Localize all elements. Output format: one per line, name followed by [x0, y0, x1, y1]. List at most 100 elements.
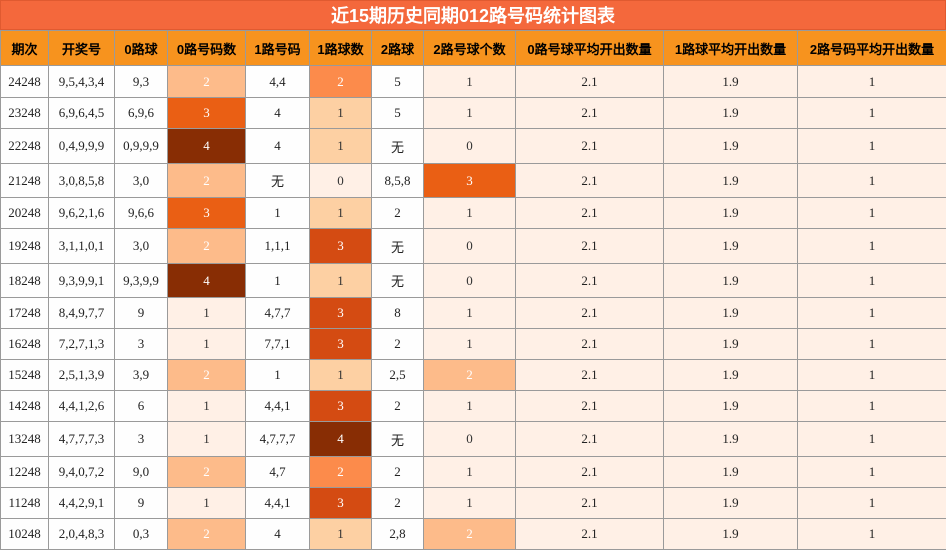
avg0-cell: 2.1: [516, 488, 664, 519]
period-cell: 22248: [1, 129, 49, 164]
draw-cell: 3,1,1,0,1: [49, 229, 115, 264]
r0-balls-cell: 3: [115, 329, 168, 360]
r1-count-cell: 1: [310, 198, 372, 229]
r2-balls-cell: 8: [372, 298, 424, 329]
r2-count-cell: 3: [424, 164, 516, 198]
r0-count-cell: 2: [168, 66, 246, 98]
header-avg2: 2路号码平均开出数量: [798, 31, 946, 66]
avg1-cell: 1.9: [664, 198, 798, 229]
r0-balls-cell: 3,0: [115, 229, 168, 264]
period-cell: 18248: [1, 264, 49, 298]
r1-balls-cell: 4,7,7: [246, 298, 310, 329]
r2-balls-cell: 无: [372, 229, 424, 264]
r2-balls-cell: 2,5: [372, 360, 424, 391]
r0-count-cell: 1: [168, 488, 246, 519]
r2-count-cell: 1: [424, 198, 516, 229]
r1-count-cell: 3: [310, 229, 372, 264]
header-r2-balls: 2路球: [372, 31, 424, 66]
r1-balls-cell: 4: [246, 519, 310, 550]
r1-balls-cell: 1: [246, 264, 310, 298]
r2-balls-cell: 2,8: [372, 519, 424, 550]
draw-cell: 2,5,1,3,9: [49, 360, 115, 391]
avg1-cell: 1.9: [664, 457, 798, 488]
period-cell: 20248: [1, 198, 49, 229]
r2-count-cell: 1: [424, 488, 516, 519]
avg2-cell: 1: [798, 519, 946, 550]
r0-balls-cell: 6: [115, 391, 168, 422]
r2-balls-cell: 无: [372, 129, 424, 164]
avg0-cell: 2.1: [516, 98, 664, 129]
r1-count-cell: 1: [310, 519, 372, 550]
period-cell: 24248: [1, 66, 49, 98]
avg0-cell: 2.1: [516, 129, 664, 164]
r0-balls-cell: 0,3: [115, 519, 168, 550]
draw-cell: 4,4,2,9,1: [49, 488, 115, 519]
r2-balls-cell: 2: [372, 488, 424, 519]
r1-count-cell: 4: [310, 422, 372, 457]
r0-count-cell: 1: [168, 422, 246, 457]
r2-balls-cell: 2: [372, 391, 424, 422]
r2-balls-cell: 2: [372, 457, 424, 488]
r0-balls-cell: 9,3: [115, 66, 168, 98]
r1-count-cell: 1: [310, 98, 372, 129]
r2-balls-cell: 8,5,8: [372, 164, 424, 198]
r0-balls-cell: 9,6,6: [115, 198, 168, 229]
avg2-cell: 1: [798, 360, 946, 391]
page-title: 近15期历史同期012路号码统计图表: [0, 0, 946, 30]
r1-count-cell: 3: [310, 488, 372, 519]
r1-count-cell: 2: [310, 66, 372, 98]
draw-cell: 4,4,1,2,6: [49, 391, 115, 422]
avg0-cell: 2.1: [516, 229, 664, 264]
avg1-cell: 1.9: [664, 229, 798, 264]
r0-balls-cell: 9: [115, 488, 168, 519]
r0-balls-cell: 9,3,9,9: [115, 264, 168, 298]
r0-balls-cell: 3,0: [115, 164, 168, 198]
r2-count-cell: 1: [424, 66, 516, 98]
avg1-cell: 1.9: [664, 422, 798, 457]
r0-count-cell: 2: [168, 229, 246, 264]
r0-balls-cell: 9: [115, 298, 168, 329]
avg0-cell: 2.1: [516, 519, 664, 550]
avg0-cell: 2.1: [516, 457, 664, 488]
r0-count-cell: 1: [168, 329, 246, 360]
r0-count-cell: 3: [168, 98, 246, 129]
r2-balls-cell: 2: [372, 198, 424, 229]
r2-count-cell: 0: [424, 422, 516, 457]
r0-count-cell: 1: [168, 298, 246, 329]
draw-cell: 2,0,4,8,3: [49, 519, 115, 550]
period-cell: 16248: [1, 329, 49, 360]
r2-balls-cell: 5: [372, 98, 424, 129]
avg2-cell: 1: [798, 198, 946, 229]
r2-balls-cell: 无: [372, 264, 424, 298]
r0-count-cell: 4: [168, 129, 246, 164]
r0-balls-cell: 6,9,6: [115, 98, 168, 129]
period-cell: 11248: [1, 488, 49, 519]
avg1-cell: 1.9: [664, 519, 798, 550]
r2-balls-cell: 2: [372, 329, 424, 360]
draw-cell: 6,9,6,4,5: [49, 98, 115, 129]
draw-cell: 0,4,9,9,9: [49, 129, 115, 164]
r1-balls-cell: 1,1,1: [246, 229, 310, 264]
period-cell: 17248: [1, 298, 49, 329]
period-cell: 12248: [1, 457, 49, 488]
period-cell: 10248: [1, 519, 49, 550]
r1-count-cell: 1: [310, 129, 372, 164]
header-r1-balls: 1路号码: [246, 31, 310, 66]
r1-balls-cell: 4,4,1: [246, 391, 310, 422]
period-cell: 13248: [1, 422, 49, 457]
avg2-cell: 1: [798, 422, 946, 457]
r0-count-cell: 2: [168, 457, 246, 488]
